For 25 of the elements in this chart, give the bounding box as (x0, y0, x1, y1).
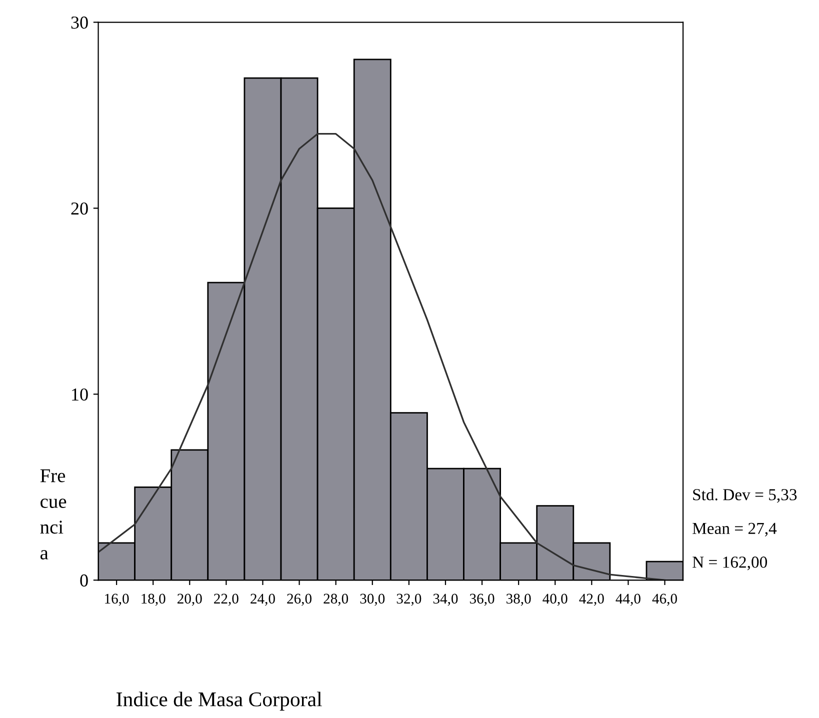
y-axis-title: Fre cue nci a (40, 469, 66, 560)
x-tick-label: 38,0 (506, 594, 531, 606)
y-tick-label: 10 (72, 388, 88, 401)
x-tick-label: 44,0 (616, 594, 640, 606)
x-tick-label: 16,0 (105, 594, 129, 606)
x-tick-label: 18,0 (142, 594, 166, 606)
x-tick-label: 46,0 (652, 594, 677, 606)
x-tick-label: 24,0 (250, 594, 275, 606)
text: Std. Dev = 5,33 (693, 488, 797, 503)
x-tick-label: 36,0 (470, 594, 494, 606)
x-tick-label: 42,0 (579, 594, 604, 606)
y-tick-label: 20 (71, 202, 88, 215)
x-tick-label: 26,0 (287, 594, 312, 606)
y-tick-label: 0 (80, 574, 88, 587)
x-tick-label: 20,0 (178, 594, 202, 606)
x-tick-label: 22,0 (214, 594, 238, 606)
x-tick-label: 40,0 (542, 594, 568, 606)
x-tick-label: 28,0 (324, 594, 348, 606)
y-tick-label: 30 (71, 16, 88, 29)
text: Mean = 27,4 (692, 522, 777, 536)
x-tick-label: 30,0 (360, 594, 385, 606)
x-tick-label: 32,0 (396, 594, 422, 606)
x-axis-title: Indice de Masa Corporal (116, 692, 322, 711)
x-tick-label: 34,0 (433, 594, 458, 606)
text: N = 162,00 (692, 556, 768, 570)
